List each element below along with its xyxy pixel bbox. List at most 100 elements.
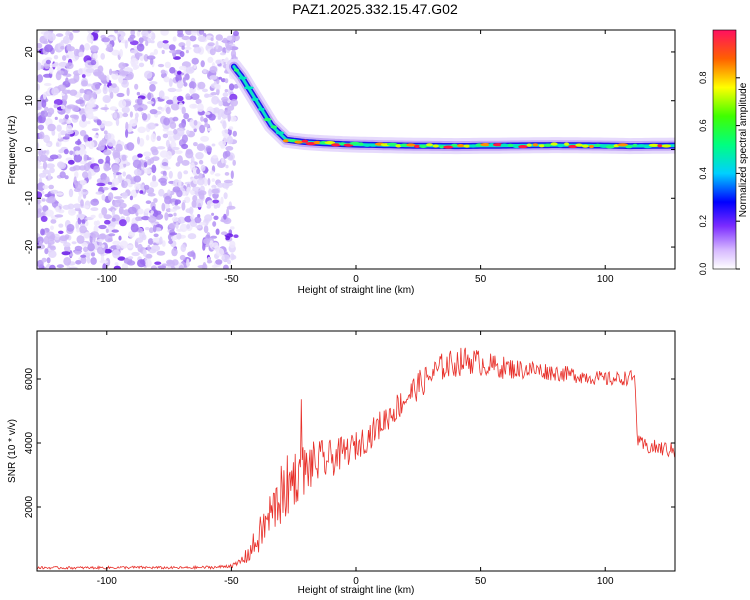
noise-blob bbox=[141, 216, 151, 221]
noise-blob bbox=[185, 149, 194, 159]
noise-blob bbox=[130, 30, 135, 37]
noise-blob bbox=[126, 142, 135, 151]
noise-blob bbox=[178, 122, 186, 129]
noise-blob bbox=[212, 154, 218, 159]
noise-blob bbox=[80, 254, 87, 258]
noise-blob bbox=[37, 100, 43, 109]
noise-blob bbox=[189, 103, 198, 109]
noise-blob bbox=[150, 133, 156, 143]
noise-blob bbox=[79, 225, 87, 234]
noise-blob bbox=[73, 114, 79, 120]
noise-blob bbox=[83, 134, 90, 143]
noise-blob bbox=[171, 247, 178, 257]
signal-core bbox=[469, 144, 478, 148]
snr-series-line bbox=[37, 347, 675, 571]
noise-blob bbox=[93, 220, 98, 226]
noise-blob bbox=[159, 236, 163, 245]
noise-blob bbox=[82, 189, 87, 193]
noise-blob bbox=[121, 154, 127, 161]
signal-core bbox=[661, 144, 671, 148]
noise-blob bbox=[146, 113, 151, 121]
noise-blob bbox=[114, 30, 119, 34]
noise-blob bbox=[44, 106, 49, 112]
noise-blob bbox=[233, 30, 239, 37]
noise-blob bbox=[40, 65, 44, 70]
noise-blob bbox=[179, 51, 185, 58]
noise-blob bbox=[230, 226, 235, 230]
noise-blob bbox=[215, 40, 219, 50]
spectrum-ytick-label: 20 bbox=[24, 46, 35, 58]
noise-blob bbox=[74, 250, 82, 255]
noise-blob bbox=[145, 253, 153, 259]
noise-blob bbox=[130, 49, 138, 54]
noise-blob bbox=[45, 59, 52, 65]
noise-blob bbox=[194, 216, 202, 224]
signal-core bbox=[238, 76, 247, 80]
noise-blob bbox=[202, 68, 207, 73]
noise-blob bbox=[75, 140, 82, 145]
noise-blob bbox=[207, 259, 213, 264]
noise-blob bbox=[107, 192, 114, 201]
noise-blob bbox=[113, 196, 123, 200]
noise-blob bbox=[42, 169, 50, 175]
signal-core bbox=[617, 143, 629, 147]
signal-core bbox=[419, 144, 428, 148]
noise-blob bbox=[168, 239, 174, 245]
noise-blob bbox=[63, 257, 72, 266]
noise-blob bbox=[78, 165, 87, 171]
noise-blob bbox=[167, 189, 171, 195]
spectrum-xtick-label: -50 bbox=[224, 274, 239, 285]
noise-blob bbox=[118, 62, 126, 70]
noise-blob bbox=[191, 200, 197, 208]
noise-blob bbox=[190, 214, 195, 221]
noise-blob bbox=[78, 51, 84, 57]
noise-blob bbox=[164, 195, 172, 205]
noise-blob bbox=[100, 107, 109, 111]
noise-blob bbox=[225, 44, 233, 51]
noise-blob bbox=[222, 133, 230, 138]
signal-core bbox=[349, 141, 361, 145]
noise-blob bbox=[100, 255, 105, 263]
noise-blob bbox=[226, 35, 233, 41]
noise-blob bbox=[43, 73, 52, 78]
noise-blob bbox=[192, 219, 195, 225]
noise-blob bbox=[145, 134, 150, 141]
noise-blob bbox=[54, 214, 64, 218]
noise-blob bbox=[162, 40, 169, 44]
noise-blob bbox=[177, 155, 183, 164]
noise-blob bbox=[221, 254, 230, 262]
noise-blob bbox=[55, 33, 64, 37]
noise-blob bbox=[193, 64, 197, 69]
snr-ticks: -100 -50 0 50 100 2000 4000 6000 bbox=[24, 331, 675, 587]
noise-blob bbox=[54, 116, 58, 120]
noise-blob bbox=[141, 30, 149, 37]
noise-blob bbox=[90, 231, 99, 238]
signal-core bbox=[632, 143, 638, 147]
noise-blob bbox=[73, 203, 82, 209]
spectrum-ytick-label: -20 bbox=[24, 239, 35, 254]
noise-blob bbox=[144, 70, 153, 79]
noise-blob bbox=[184, 46, 192, 51]
noise-blob bbox=[223, 213, 227, 220]
noise-blob bbox=[197, 178, 205, 186]
noise-blob bbox=[76, 227, 80, 233]
noise-blob bbox=[200, 60, 205, 68]
noise-blob bbox=[149, 81, 158, 85]
noise-blob bbox=[192, 186, 202, 192]
noise-blob bbox=[80, 199, 84, 207]
noise-blob bbox=[142, 249, 147, 257]
noise-blob bbox=[161, 240, 166, 247]
noise-blob bbox=[138, 30, 142, 33]
noise-blob bbox=[222, 120, 227, 130]
noise-blob bbox=[166, 266, 172, 269]
noise-blob bbox=[127, 260, 136, 266]
noise-blob bbox=[78, 118, 88, 128]
spectrum-x-label: Height of straight line (km) bbox=[298, 285, 415, 296]
noise-blob bbox=[198, 30, 205, 35]
noise-blob bbox=[150, 146, 158, 153]
noise-blob bbox=[91, 157, 95, 164]
noise-blob bbox=[186, 224, 191, 230]
signal-core bbox=[581, 144, 589, 148]
noise-blob bbox=[170, 103, 180, 111]
